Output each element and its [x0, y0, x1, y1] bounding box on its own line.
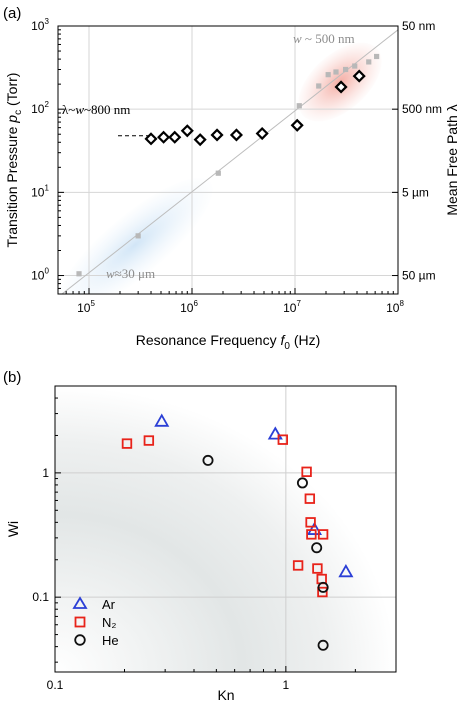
data-points	[121, 413, 354, 651]
diamond-point	[210, 128, 224, 142]
y2-tick-label: 5 µm	[402, 185, 429, 199]
diamond-point	[290, 118, 304, 132]
n2-square-point	[301, 466, 312, 478]
y2-tick-label: 50 µm	[402, 269, 436, 283]
plot-frame	[54, 385, 397, 673]
diamond-point	[193, 133, 207, 147]
legend-label-ar: Ar	[102, 597, 116, 612]
he-circle-point	[317, 581, 329, 593]
trend-line-segment	[61, 29, 398, 294]
he-circle-point	[202, 454, 214, 466]
panel-a: (a) 105 106 107 108 100 101 102 103 50 nm 500 nm 5…	[3, 5, 460, 352]
gray-square-point	[374, 53, 380, 60]
diamond-point	[334, 80, 348, 94]
annotation-lambda-w-800nm: λ~w~800 nm	[62, 102, 130, 117]
grid	[58, 26, 398, 294]
gray-square-point	[135, 233, 141, 239]
y2-axis-label: Mean Free Path λ	[444, 104, 460, 215]
y2-tick-label: 500 nm	[402, 102, 442, 116]
diamond-point	[157, 130, 171, 144]
diamond-point	[352, 69, 366, 83]
y-tick-label: 101	[31, 183, 49, 199]
n2-square-point	[143, 435, 155, 446]
n2-square-point	[304, 493, 316, 504]
legend-triangle-marker	[72, 596, 88, 609]
x-axis-label: Kn	[217, 687, 234, 703]
y2-tick-label: 50 nm	[402, 19, 435, 33]
diamond-series	[144, 69, 366, 147]
legend-label-he: He	[102, 633, 119, 648]
gray-square-point	[352, 63, 358, 69]
legend-label-n2: N₂	[102, 615, 116, 630]
n2-square-point	[292, 560, 304, 571]
gray-square-point	[333, 69, 339, 75]
y-axis-label: Transition Pressure pc (Torr)	[4, 73, 24, 248]
n2-square-point	[277, 434, 289, 445]
trend-line	[61, 29, 398, 294]
legend-circle-marker	[74, 634, 86, 646]
annotation-w-30um: w≈30 μm	[106, 266, 155, 281]
panel-b-label: (b)	[3, 369, 21, 386]
legend: Ar N₂ He	[72, 596, 119, 648]
gray-square-point	[343, 66, 349, 73]
gray-square-point	[366, 59, 372, 65]
y-tick-label: 100	[31, 267, 49, 283]
axis-ticks: 105 106 107 108 100 101 102 103 50 nm 500 nm 5 µm 5…	[31, 17, 442, 315]
y-tick-label: 1	[42, 466, 49, 480]
diamond-point	[144, 132, 158, 146]
gray-square-series	[76, 53, 380, 277]
diamond-point	[255, 126, 269, 141]
n2-square-point	[306, 529, 317, 540]
diamond-point	[229, 128, 243, 142]
x-tick-label: 108	[386, 299, 404, 315]
annotation-w-500nm: w ~ 500 nm	[293, 31, 355, 46]
he-circle-point	[317, 639, 329, 651]
ar-triangle-point	[306, 521, 322, 535]
legend-item-n2: N₂	[74, 615, 116, 630]
ar-triangle-point	[267, 426, 283, 440]
gray-square-point	[325, 72, 331, 78]
diamond-point	[180, 124, 194, 138]
n2-square-point	[317, 529, 329, 540]
x-tick-label: 0.1	[47, 678, 64, 692]
x-tick-label: 1	[283, 678, 290, 692]
n2-square-point	[312, 563, 323, 574]
y-tick-label: 0.1	[32, 590, 49, 604]
x-tick-label: 106	[180, 299, 198, 315]
gray-square-point	[76, 271, 82, 277]
legend-item-he: He	[74, 633, 119, 648]
panel-b: (b) 0.1 1 0.1 1 Ar N₂ He Kn Wi	[3, 369, 397, 703]
axis-ticks: 0.1 1 0.1 1	[32, 385, 397, 692]
he-circle-point	[311, 542, 323, 554]
gray-square-point	[296, 103, 302, 109]
x-tick-label: 105	[77, 299, 95, 315]
y-tick-label: 103	[31, 17, 49, 33]
n2-square-point	[305, 517, 316, 528]
y-axis-label: Wi	[5, 521, 21, 537]
micron-region-highlight	[58, 177, 213, 294]
panel-a-label: (a)	[3, 5, 21, 22]
diamond-point	[168, 130, 182, 144]
x-axis-label: Resonance Frequency f0 (Hz)	[136, 332, 321, 352]
background-shading	[55, 386, 396, 672]
legend-item-ar: Ar	[72, 596, 116, 612]
x-tick-label: 107	[283, 299, 301, 315]
grid	[55, 386, 396, 672]
plot-frame	[57, 25, 399, 295]
gray-square-point	[316, 83, 322, 89]
legend-square-marker	[74, 616, 86, 628]
he-circle-point	[296, 477, 308, 489]
n2-square-point	[317, 586, 328, 598]
ar-triangle-point	[338, 563, 354, 578]
y-tick-label: 102	[31, 100, 49, 116]
ar-triangle-point	[154, 413, 170, 427]
n2-square-point	[121, 438, 133, 449]
gray-square-point	[215, 170, 221, 176]
